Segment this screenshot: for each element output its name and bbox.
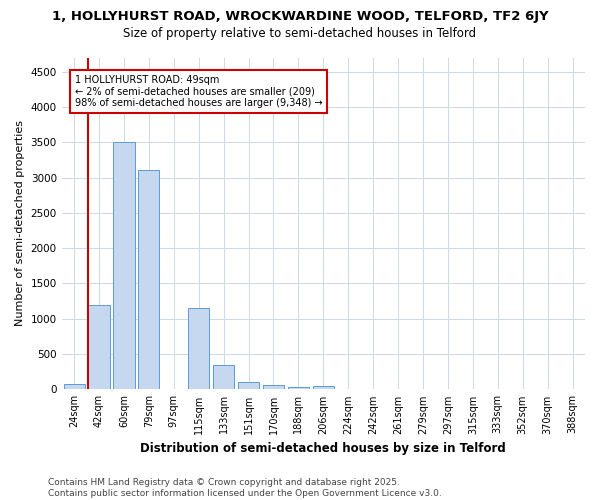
Text: Size of property relative to semi-detached houses in Telford: Size of property relative to semi-detach… xyxy=(124,28,476,40)
Text: 1, HOLLYHURST ROAD, WROCKWARDINE WOOD, TELFORD, TF2 6JY: 1, HOLLYHURST ROAD, WROCKWARDINE WOOD, T… xyxy=(52,10,548,23)
Bar xyxy=(238,382,259,390)
Bar xyxy=(64,384,85,390)
Bar xyxy=(188,308,209,390)
Bar xyxy=(288,386,309,390)
Bar xyxy=(313,386,334,390)
Text: Contains HM Land Registry data © Crown copyright and database right 2025.
Contai: Contains HM Land Registry data © Crown c… xyxy=(48,478,442,498)
Bar xyxy=(88,304,110,390)
Bar xyxy=(263,385,284,390)
X-axis label: Distribution of semi-detached houses by size in Telford: Distribution of semi-detached houses by … xyxy=(140,442,506,455)
Bar xyxy=(138,170,160,390)
Text: 1 HOLLYHURST ROAD: 49sqm
← 2% of semi-detached houses are smaller (209)
98% of s: 1 HOLLYHURST ROAD: 49sqm ← 2% of semi-de… xyxy=(74,75,322,108)
Bar xyxy=(113,142,134,390)
Bar xyxy=(213,364,234,390)
Y-axis label: Number of semi-detached properties: Number of semi-detached properties xyxy=(15,120,25,326)
